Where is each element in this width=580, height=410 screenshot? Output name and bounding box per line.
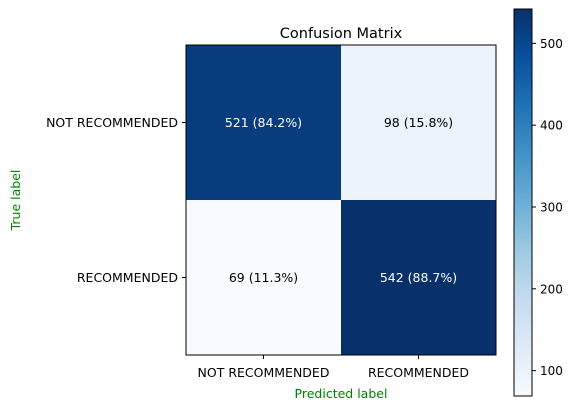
matrix-cell-0-1 (341, 45, 496, 200)
colorbar-tick-label: 500 (540, 37, 563, 51)
matrix-cell-1-1 (341, 200, 496, 355)
colorbar-tick-label: 400 (540, 119, 563, 133)
matrix-cell-0-0 (186, 45, 341, 200)
y-tick-labels: NOT RECOMMENDED RECOMMENDED (46, 115, 186, 285)
matrix-cell-label: 542 (88.7%) (380, 270, 457, 285)
y-tick-label: NOT RECOMMENDED (46, 115, 178, 130)
chart-title: Confusion Matrix (280, 26, 403, 42)
x-tick-labels: NOT RECOMMENDED RECOMMENDED (198, 355, 469, 380)
matrix-cell-label: 69 (11.3%) (229, 270, 298, 285)
matrix-cell-1-0 (186, 200, 341, 355)
colorbar-ticks: 100 200 300 400 500 (532, 37, 563, 378)
colorbar (513, 8, 533, 397)
matrix-cell-label: 521 (84.2%) (225, 115, 302, 130)
y-tick-label: RECOMMENDED (77, 270, 178, 285)
colorbar-tick-label: 200 (540, 282, 563, 296)
matrix-frame (185, 44, 497, 356)
matrix-cell-label: 98 (15.8%) (384, 115, 453, 130)
matrix-cells: 521 (84.2%) 98 (15.8%) 69 (11.3%) 542 (88.7… (186, 45, 496, 355)
x-tick-label: NOT RECOMMENDED (198, 365, 330, 380)
x-tick-label: RECOMMENDED (368, 365, 469, 380)
y-axis-label: True label (8, 170, 23, 232)
x-axis-label: Predicted label (295, 386, 388, 401)
colorbar-tick-label: 300 (540, 201, 563, 215)
colorbar-tick-label: 100 (540, 364, 563, 378)
